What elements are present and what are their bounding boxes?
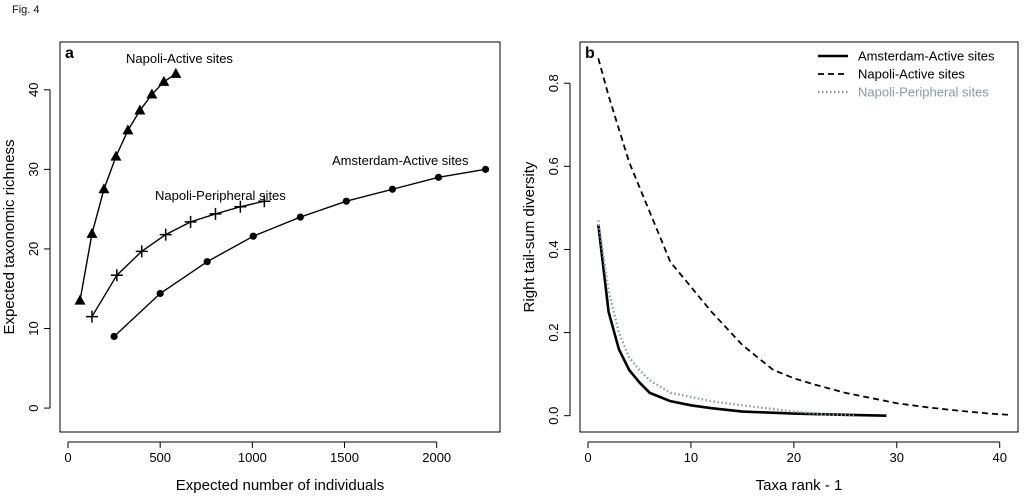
y-tick-label-a: 10 xyxy=(26,321,41,335)
y-tick-label-a: 40 xyxy=(26,83,41,97)
series-line-dashed xyxy=(597,58,1011,416)
panel-letter-a: a xyxy=(65,45,74,62)
data-point-plus xyxy=(110,269,123,282)
data-point-circle xyxy=(342,197,350,205)
data-point-triangle xyxy=(122,124,134,135)
data-point-plus xyxy=(135,245,148,258)
x-tick-label-a: 1500 xyxy=(330,450,359,465)
data-point-triangle xyxy=(134,104,146,115)
data-point-plus xyxy=(85,310,98,323)
x-tick-label-b: 30 xyxy=(890,450,904,465)
plot-frame-a xyxy=(59,41,501,433)
panel-letter-b: b xyxy=(585,45,595,62)
data-point-triangle xyxy=(146,88,158,99)
data-point-plus xyxy=(258,195,271,208)
y-tick-label-b: 0.0 xyxy=(546,407,561,425)
data-point-circle xyxy=(296,213,304,221)
data-point-triangle xyxy=(110,150,122,161)
y-tick-label-b: 0.4 xyxy=(546,240,561,258)
data-point-triangle xyxy=(170,67,182,78)
data-point-circle xyxy=(249,232,257,240)
x-axis-title-a: Expected number of individuals xyxy=(176,477,384,494)
data-point-plus xyxy=(184,215,197,228)
legend-label-dotted: Napoli-Peripheral sites xyxy=(858,85,989,100)
data-point-triangle xyxy=(98,183,110,194)
data-point-circle xyxy=(110,332,118,341)
plot-frame-b xyxy=(579,41,1019,433)
data-point-circle xyxy=(203,258,211,266)
legend-label-solid: Amsterdam-Active sites xyxy=(858,49,995,64)
data-point-plus xyxy=(159,228,172,241)
x-tick-label-b: 20 xyxy=(787,450,801,465)
series-label-plus: Napoli-Peripheral sites xyxy=(155,188,286,203)
x-tick-label-b: 10 xyxy=(684,450,698,465)
x-tick-label-a: 0 xyxy=(64,450,71,465)
y-tick-label-b: 0.6 xyxy=(546,157,561,175)
y-tick-label-a: 0 xyxy=(26,404,41,411)
data-point-circle xyxy=(481,165,490,173)
y-axis-title-a: Expected taxonomic richness xyxy=(1,139,18,334)
x-tick-label-a: 2000 xyxy=(422,450,451,465)
data-point-plus xyxy=(209,207,222,220)
data-point-triangle xyxy=(86,227,98,238)
series-line-plus xyxy=(91,200,265,317)
figure-label: Fig. 4 xyxy=(12,4,40,16)
data-point-triangle xyxy=(158,75,170,86)
y-tick-label-b: 0.2 xyxy=(546,324,561,342)
x-tick-label-b: 40 xyxy=(992,450,1006,465)
x-tick-label-a: 1000 xyxy=(238,450,267,465)
series-line-dotted xyxy=(597,220,856,417)
series-line-solid xyxy=(597,224,887,417)
x-tick-label-a: 500 xyxy=(149,450,171,465)
y-tick-label-a: 30 xyxy=(26,162,41,176)
x-tick-label-b: 0 xyxy=(584,450,591,465)
series-label-circle: Amsterdam-Active sites xyxy=(332,153,469,168)
y-tick-label-b: 0.8 xyxy=(546,74,561,92)
y-axis-title-b: Right tail-sum diversity xyxy=(521,161,538,312)
data-point-circle xyxy=(388,185,397,193)
x-axis-title-b: Taxa rank - 1 xyxy=(756,477,843,494)
data-point-circle xyxy=(156,289,164,298)
y-tick-label-a: 20 xyxy=(26,242,41,256)
data-point-triangle xyxy=(74,294,86,305)
data-point-circle xyxy=(434,173,443,181)
legend-label-dashed: Napoli-Active sites xyxy=(858,67,965,82)
data-point-plus xyxy=(234,200,247,213)
series-label-triangle: Napoli-Active sites xyxy=(126,51,233,66)
